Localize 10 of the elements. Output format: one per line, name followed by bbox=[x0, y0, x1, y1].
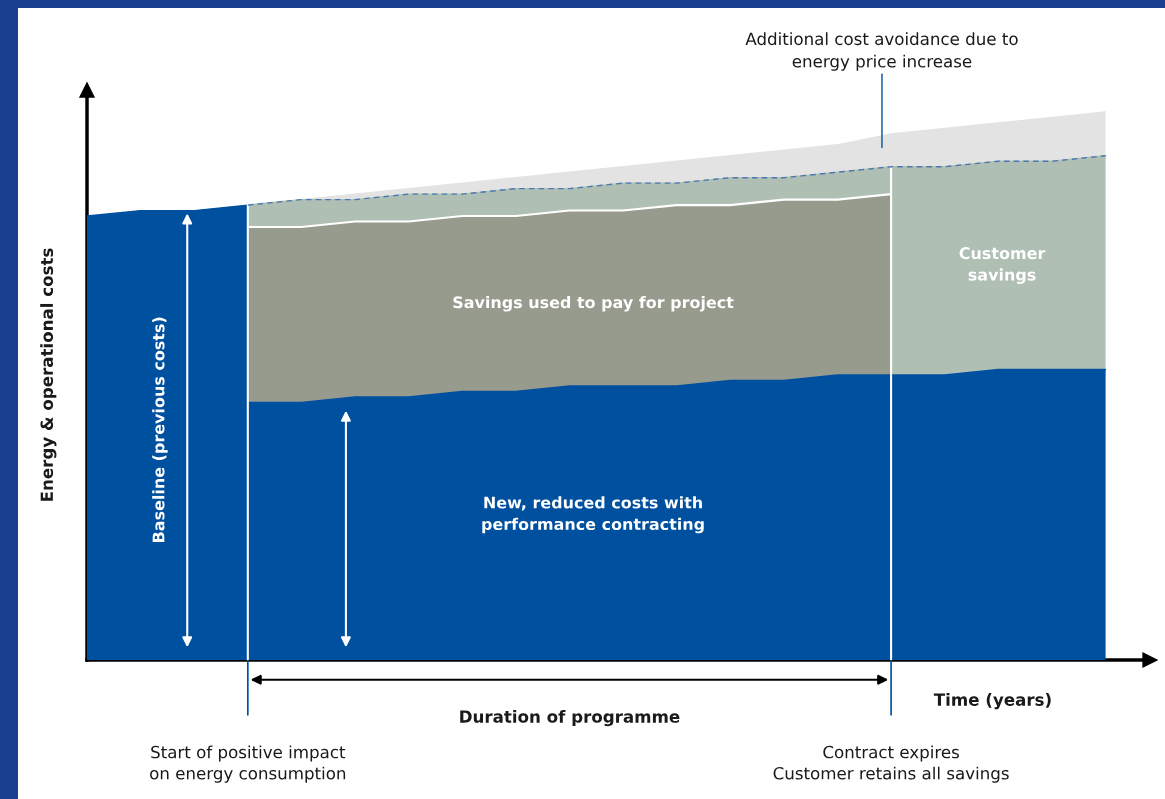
y-axis-title: Energy & operational costs bbox=[40, 248, 57, 501]
text: Additional cost avoidance due to energy price increase bbox=[745, 32, 1018, 71]
series-label: Savings used to pay for project bbox=[453, 295, 734, 312]
x-axis-title: Time (years) bbox=[933, 692, 1051, 710]
series-label: Customer savings bbox=[959, 247, 1046, 284]
text: Contract expires Customer retains all savings bbox=[773, 745, 1009, 783]
series-label: Baseline (previous costs) bbox=[152, 317, 168, 542]
series-label: New, reduced costs with performance contracting bbox=[482, 496, 704, 534]
text: Duration of programme bbox=[460, 709, 680, 727]
text: Start of positive impact on energy consumption bbox=[150, 745, 346, 783]
